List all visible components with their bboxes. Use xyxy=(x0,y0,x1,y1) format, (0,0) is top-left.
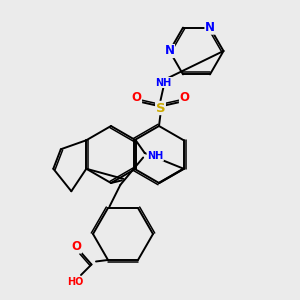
Text: S: S xyxy=(156,101,165,115)
Text: O: O xyxy=(179,91,190,104)
Text: HO: HO xyxy=(67,278,83,287)
Text: NH: NH xyxy=(147,151,163,161)
Text: O: O xyxy=(131,91,142,104)
Text: O: O xyxy=(71,240,82,253)
Text: NH: NH xyxy=(155,77,172,88)
Text: N: N xyxy=(205,21,215,34)
Text: N: N xyxy=(164,44,175,58)
